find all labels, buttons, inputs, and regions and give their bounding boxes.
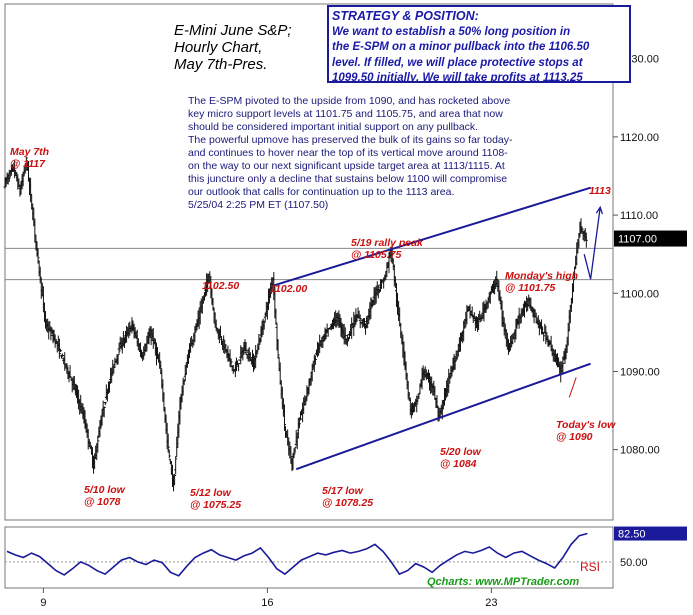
commentary-line: 5/25/04 2:25 PM ET (1107.50)	[188, 199, 329, 211]
y-axis-tick-label: 1120.00	[620, 132, 659, 144]
commentary-line: The E-SPM pivoted to the upside from 109…	[188, 95, 511, 107]
commentary-line: this juncture only a decline that sustai…	[188, 173, 508, 185]
annotation-target-1113: 1113	[589, 185, 611, 197]
commentary-line: should be considered important initial s…	[188, 121, 479, 133]
axes: 1080.001090.001100.001110.001120.001130.…	[40, 54, 687, 609]
commentary-text: The E-SPM pivoted to the upside from 109…	[188, 95, 578, 212]
rsi-panel: 50.00 RSI 82.50 Qcharts: www.MPTrader.com	[5, 526, 687, 588]
annotation-5-12-low: 5/12 low @ 1075.25	[190, 487, 241, 511]
strategy-line: We want to establish a 50% long position…	[332, 25, 571, 38]
current-price-label: 1107.00	[618, 234, 657, 246]
annotation-5-19-peak: 5/19 rally peak @ 1105.75	[351, 237, 423, 261]
rsi-label: RSI	[580, 560, 600, 574]
annotation-1102-00: 1102.00	[270, 283, 307, 295]
annotation-line: @ 1078.25	[322, 497, 374, 509]
price-series	[3, 157, 588, 492]
annotation-line: 5/17 low	[322, 485, 363, 497]
annotation-1102-50: 1102.50	[202, 280, 239, 292]
rsi-line	[6, 532, 588, 577]
annotation-todays-low: Today's low @ 1090	[556, 419, 615, 443]
y-axis-tick-label: 1110.00	[620, 210, 658, 222]
annotation-line: 1102.50	[202, 280, 240, 292]
annotation-line: @ 1078	[84, 496, 121, 508]
annotation-line: 5/19 rally peak	[351, 237, 423, 249]
channel-trendline	[273, 186, 591, 287]
annotation-line: @ 1117	[10, 158, 45, 170]
chart-title: E-Mini June S&P; Hourly Chart, May 7th-P…	[174, 22, 324, 73]
annotation-line: May 7th	[10, 146, 50, 158]
annotation-line: @ 1105.75	[351, 249, 402, 261]
strategy-line: 1099.50 initially. We will take profits …	[332, 72, 583, 83]
title-line: E-Mini June S&P;	[174, 22, 292, 39]
annotation-monday-high: Monday's high @ 1101.75	[505, 270, 578, 294]
annotation-5-20-low: 5/20 low @ 1084	[440, 446, 481, 470]
title-line: May 7th-Pres.	[174, 56, 268, 73]
plot-border	[4, 3, 614, 521]
annotation-line: @ 1084	[440, 458, 477, 470]
annotation-line: @ 1101.75	[505, 282, 556, 294]
annotation-line: @ 1075.25	[190, 499, 242, 511]
projection-arrow	[583, 207, 601, 280]
annotation-line: 5/12 low	[190, 487, 231, 499]
annotation-line: Today's low	[556, 419, 616, 431]
strategy-line: level. If filled, we will place protecti…	[332, 56, 583, 69]
strategy-line: the E-SPM on a minor pullback into the 1…	[332, 41, 590, 54]
trendlines	[273, 186, 604, 471]
commentary-line: The powerful upmove has preserved the bu…	[188, 134, 513, 146]
y-axis-tick-label: 1090.00	[620, 366, 660, 378]
current-price-badge	[614, 230, 687, 247]
strategy-heading: STRATEGY & POSITION:	[332, 9, 479, 23]
strategy-box: STRATEGY & POSITION: We want to establis…	[327, 5, 631, 83]
support-levels	[5, 247, 613, 281]
annotation-line: Monday's high	[505, 270, 579, 282]
annotation-5-17-low: 5/17 low @ 1078.25	[322, 485, 373, 509]
annotation-line: @ 1090	[556, 431, 593, 443]
annotation-may7-high: May 7th @ 1117	[10, 146, 49, 170]
annotation-line: 5/20 low	[440, 446, 481, 458]
y-axis-tick-label: 1100.00	[620, 288, 659, 300]
annotation-5-10-low: 5/10 low @ 1078	[84, 484, 125, 508]
commentary-line: and continues to hover near the top of i…	[188, 147, 508, 159]
rsi-current-label: 82.50	[618, 529, 646, 541]
channel-trendline	[295, 362, 591, 471]
commentary-line: our outlook that calls for continuation …	[188, 186, 455, 198]
rsi-border	[4, 526, 614, 589]
y-axis-tick-label: 1080.00	[620, 445, 660, 457]
x-axis-tick-label: 16	[261, 597, 273, 609]
watermark: Qcharts: www.MPTrader.com	[427, 576, 579, 588]
rsi-tick-label: 50.00	[620, 557, 648, 569]
x-axis-tick-label: 9	[40, 597, 46, 609]
annotation-line: 1113	[589, 185, 611, 197]
annotation-line: 5/10 low	[84, 484, 125, 496]
rsi-current-badge	[614, 526, 687, 541]
title-line: Hourly Chart,	[174, 39, 263, 56]
projection-arrow-head	[595, 205, 604, 215]
commentary-line: on the way to our next significant upsid…	[188, 160, 505, 172]
x-axis-tick-label: 23	[485, 597, 497, 609]
annotation-line: 1102.00	[270, 283, 308, 295]
todays-low-pointer	[568, 377, 577, 398]
chart-frame	[4, 3, 614, 589]
commentary-line: key micro support levels at 1101.75 and …	[188, 108, 503, 120]
